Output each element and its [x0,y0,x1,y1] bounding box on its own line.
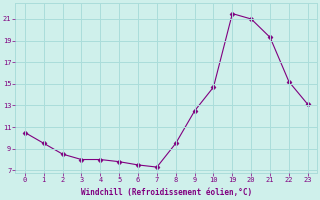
X-axis label: Windchill (Refroidissement éolien,°C): Windchill (Refroidissement éolien,°C) [81,188,252,197]
